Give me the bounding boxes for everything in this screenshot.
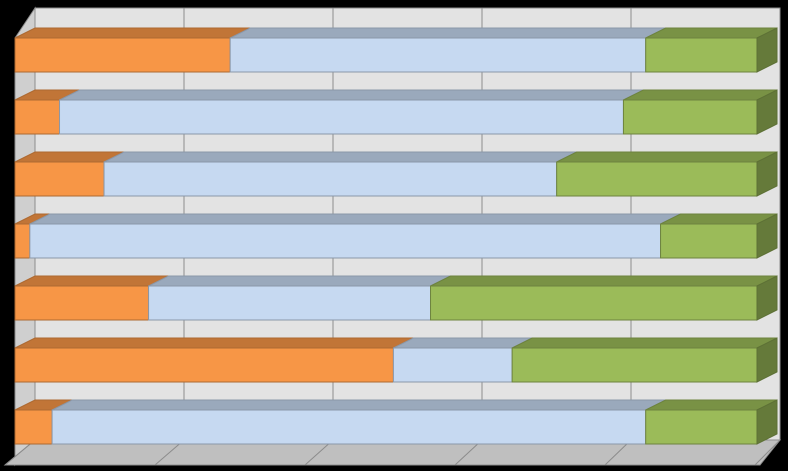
bar-segment	[430, 275, 778, 321]
bar-front	[14, 37, 231, 73]
bar-segment	[645, 27, 778, 73]
bar-segment	[59, 89, 644, 135]
bar-front	[645, 37, 758, 73]
bar-segment	[14, 151, 125, 197]
bar-side	[756, 27, 778, 73]
bar-front	[511, 347, 758, 383]
bar-front	[51, 409, 647, 445]
bar-top	[14, 275, 169, 287]
bar-segment	[392, 337, 533, 383]
bar-top	[645, 27, 778, 39]
bar-segment	[14, 27, 251, 73]
bar-segment	[148, 275, 451, 321]
bar-front	[660, 223, 758, 259]
bar-segment	[622, 89, 778, 135]
bar-side	[756, 275, 778, 321]
bar-segment	[229, 27, 666, 73]
bar-segment	[14, 399, 73, 445]
bar-front	[392, 347, 513, 383]
bar-top	[59, 89, 644, 101]
bar-side	[756, 151, 778, 197]
bar-top	[511, 337, 778, 349]
bar-top	[103, 151, 577, 163]
bar-front	[59, 99, 624, 135]
bar-side	[756, 213, 778, 259]
bar-front	[229, 37, 647, 73]
bar-segment	[660, 213, 778, 259]
bar-front	[148, 285, 432, 321]
bar-segment	[51, 399, 666, 445]
grid-line-floor	[754, 439, 781, 466]
bar-top	[14, 27, 251, 39]
bar-segment	[14, 213, 51, 259]
bar-top	[430, 275, 778, 287]
bar-front	[103, 161, 558, 197]
bar-segment	[29, 213, 681, 259]
bar-front	[622, 99, 758, 135]
bar-top	[29, 213, 681, 225]
bar-segment	[511, 337, 778, 383]
bar-front	[14, 409, 53, 445]
grid-line	[754, 8, 781, 466]
bar-segment	[14, 337, 414, 383]
bar-top	[393, 337, 533, 349]
bar-segment	[103, 151, 577, 197]
bar-front	[29, 223, 662, 259]
bar-top	[229, 27, 666, 39]
bar-segment	[14, 89, 80, 135]
bar-front	[14, 223, 31, 259]
bar-segment	[645, 399, 778, 445]
bar-top	[623, 89, 778, 101]
bar-segment	[14, 275, 169, 321]
bar-side	[756, 89, 778, 135]
bar-front	[430, 285, 758, 321]
bar-top	[645, 399, 778, 411]
bar-front	[14, 347, 394, 383]
bar-top	[14, 337, 414, 349]
bar-front	[14, 99, 61, 135]
bar-segment	[556, 151, 778, 197]
bar-front	[14, 161, 105, 197]
bar-front	[645, 409, 758, 445]
bar-side	[756, 337, 778, 383]
bar-top	[556, 151, 778, 163]
bar-top	[51, 399, 666, 411]
bar-top	[148, 275, 451, 287]
bar-front	[14, 285, 150, 321]
bar-front	[556, 161, 758, 197]
bar-side	[756, 399, 778, 445]
